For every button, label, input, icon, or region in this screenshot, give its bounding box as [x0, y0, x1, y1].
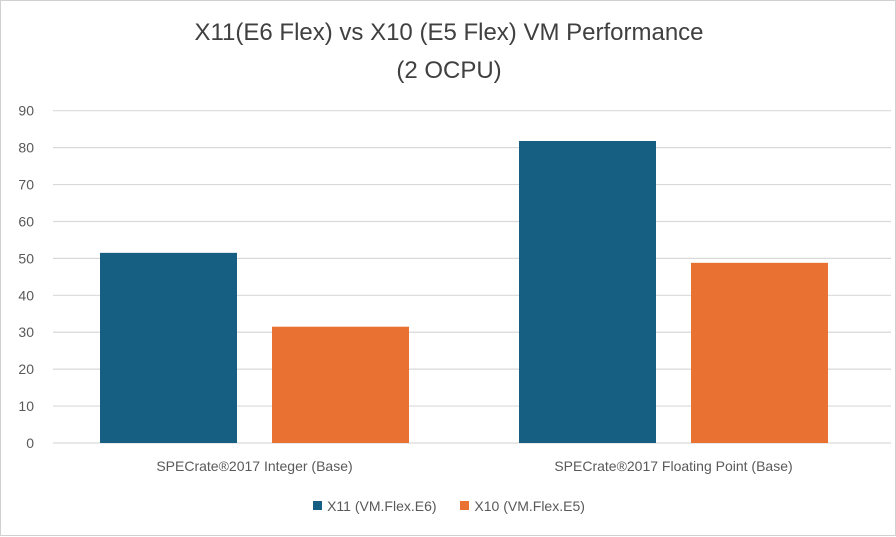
- bar-x10: [272, 326, 409, 443]
- legend-swatch-x11: [313, 501, 323, 510]
- chart-title: X11(E6 Flex) vs X10 (E5 Flex) VM Perform…: [194, 19, 704, 46]
- bar-x11: [519, 140, 656, 443]
- y-tick-label: 20: [18, 361, 34, 377]
- legend-label-x10: X10 (VM.Flex.E5): [474, 497, 585, 514]
- y-tick-label: 60: [18, 213, 34, 229]
- legend-item-x10: X10 (VM.Flex.E5): [460, 497, 585, 514]
- y-tick-label: 50: [18, 250, 34, 266]
- y-tick-label: 70: [18, 177, 34, 193]
- bar-x11: [100, 252, 237, 443]
- y-tick-label: 80: [18, 140, 34, 156]
- x-category-label: SPECrate®2017 Floating Point (Base): [554, 458, 792, 474]
- y-tick-label: 10: [18, 398, 34, 414]
- x-category-label: SPECrate®2017 Integer (Base): [156, 458, 352, 474]
- legend: X11 (VM.Flex.E6) X10 (VM.Flex.E5): [1, 497, 896, 514]
- chart-subtitle: (2 OCPU): [396, 57, 502, 84]
- legend-swatch-x10: [460, 501, 470, 510]
- legend-item-x11: X11 (VM.Flex.E6): [313, 497, 437, 514]
- legend-label-x11: X11 (VM.Flex.E6): [327, 497, 437, 514]
- y-tick-label: 30: [18, 324, 34, 340]
- y-tick-label: 40: [18, 287, 34, 303]
- bar-x10: [691, 262, 828, 443]
- y-tick-label: 0: [26, 435, 34, 451]
- y-tick-label: 90: [18, 103, 34, 119]
